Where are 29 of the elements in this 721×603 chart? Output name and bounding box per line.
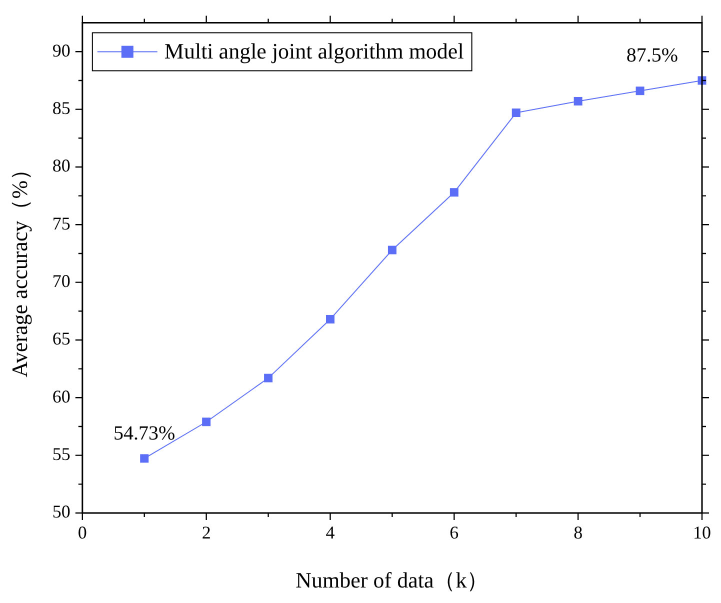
legend-label: Multi angle joint algorithm model — [164, 38, 464, 64]
x-tick-label: 8 — [574, 522, 583, 543]
x-axis-title: Number of data（k） — [296, 568, 489, 593]
annotation: 54.73% — [114, 422, 176, 445]
y-tick-label: 65 — [52, 328, 70, 349]
x-tick-label: 2 — [202, 522, 211, 543]
y-axis-title: Average accuracy（%） — [6, 158, 32, 378]
y-tick-label: 55 — [52, 444, 70, 464]
y-tick-label: 75 — [52, 213, 70, 234]
point — [636, 86, 644, 96]
x-tick-label: 0 — [78, 522, 87, 543]
y-tick-label: 60 — [52, 386, 70, 406]
annotation: 87.5% — [626, 44, 678, 67]
x-tick-label: 10 — [693, 522, 711, 543]
point — [450, 188, 458, 197]
y-tick-label: 70 — [52, 271, 70, 292]
y-tick-label: 80 — [52, 156, 70, 176]
y-tick-label: 90 — [52, 40, 70, 60]
point — [574, 96, 582, 106]
point — [140, 454, 149, 463]
point — [202, 418, 211, 426]
point — [264, 374, 273, 382]
point — [326, 314, 334, 324]
x-tick-label: 4 — [326, 522, 335, 543]
x-tick-label: 6 — [450, 522, 459, 543]
point — [512, 108, 520, 118]
y-tick-label: 85 — [52, 98, 70, 118]
point — [388, 246, 396, 254]
y-tick-label: 50 — [52, 502, 70, 522]
